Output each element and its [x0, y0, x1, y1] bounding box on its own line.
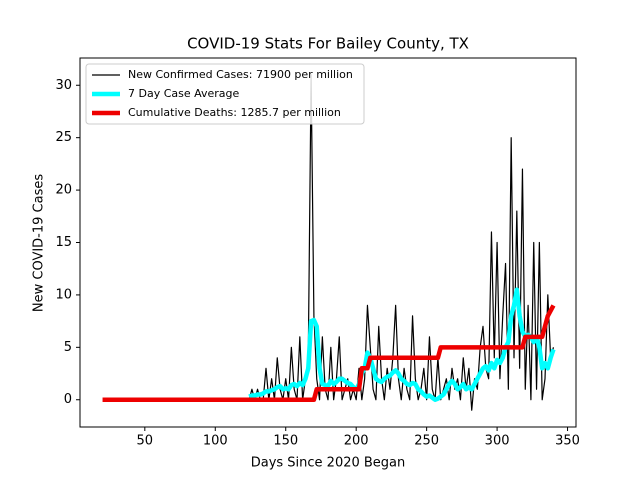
- chart-title: COVID-19 Stats For Bailey County, TX: [187, 35, 469, 53]
- x-tick-label: 100: [203, 434, 228, 449]
- x-tick-label: 150: [273, 434, 298, 449]
- x-tick-label: 350: [555, 434, 580, 449]
- plot-frame: [79, 57, 577, 428]
- legend: New Confirmed Cases: 71900 per million 7 …: [85, 63, 365, 125]
- x-axis-label: Days Since 2020 Began: [251, 456, 406, 471]
- y-tick-label: 10: [55, 287, 72, 302]
- y-tick-label: 15: [55, 235, 72, 250]
- series-line: [248, 287, 556, 402]
- y-tick-label: 25: [55, 130, 72, 145]
- series-line: [248, 74, 555, 411]
- legend-label: New Confirmed Cases: 71900 per million: [128, 68, 353, 81]
- y-axis-label: New COVID-19 Cases: [32, 174, 47, 312]
- x-tick-label: 200: [344, 434, 369, 449]
- x-tick-label: 50: [137, 434, 154, 449]
- legend-label: 7 Day Case Average: [128, 87, 240, 100]
- y-tick-label: 5: [64, 340, 72, 355]
- legend-box: [85, 63, 365, 125]
- x-tick-label: 300: [485, 434, 510, 449]
- y-tick-label: 30: [55, 78, 72, 93]
- y-tick-label: 20: [55, 183, 72, 198]
- series-line: [102, 304, 556, 402]
- x-tick-label: 250: [414, 434, 439, 449]
- y-tick-label: 0: [64, 392, 72, 407]
- legend-label: Cumulative Deaths: 1285.7 per million: [128, 106, 341, 119]
